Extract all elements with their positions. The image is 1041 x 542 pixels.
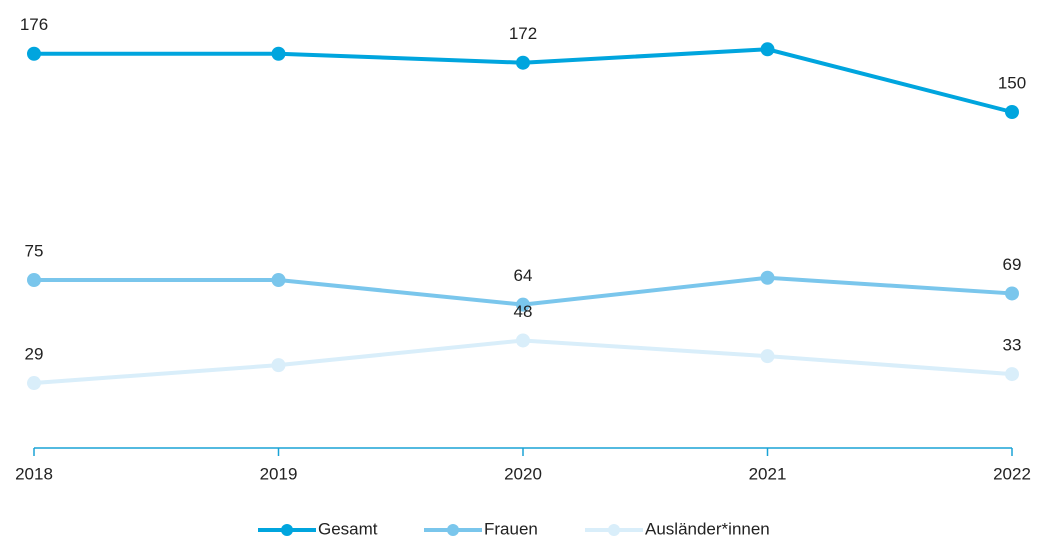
x-tick-label: 2020 — [504, 464, 542, 483]
data-point — [271, 358, 286, 373]
data-label: 29 — [25, 345, 44, 364]
data-label: 150 — [998, 73, 1026, 92]
data-label: 64 — [514, 266, 533, 285]
data-label: 69 — [1003, 255, 1022, 274]
data-label: 172 — [509, 24, 537, 43]
legend-marker — [608, 524, 620, 536]
data-point — [1005, 286, 1019, 301]
data-point — [27, 376, 41, 391]
data-point — [271, 46, 286, 61]
data-point — [516, 333, 530, 348]
legend-label: Gesamt — [318, 519, 378, 538]
x-tick-label: 2021 — [749, 464, 787, 483]
data-point — [27, 46, 41, 61]
data-point — [760, 42, 775, 57]
x-tick-label: 2019 — [260, 464, 298, 483]
legend-marker — [281, 524, 293, 536]
data-point — [271, 273, 286, 287]
data-point — [1005, 105, 1019, 119]
data-point — [516, 297, 530, 312]
data-point — [760, 270, 775, 285]
data-point — [27, 273, 41, 287]
legend-label: Ausländer*innen — [645, 519, 770, 538]
x-tick-label: 2018 — [15, 464, 53, 483]
x-tick-label: 2022 — [993, 464, 1031, 483]
data-label: 33 — [1003, 336, 1022, 355]
legend-label: Frauen — [484, 519, 538, 538]
data-point — [760, 349, 775, 364]
data-label: 75 — [25, 241, 44, 260]
data-point — [516, 55, 530, 70]
data-point — [1005, 367, 1019, 382]
data-label: 176 — [20, 15, 48, 34]
legend-marker — [447, 524, 459, 536]
data-label: 48 — [514, 302, 533, 321]
